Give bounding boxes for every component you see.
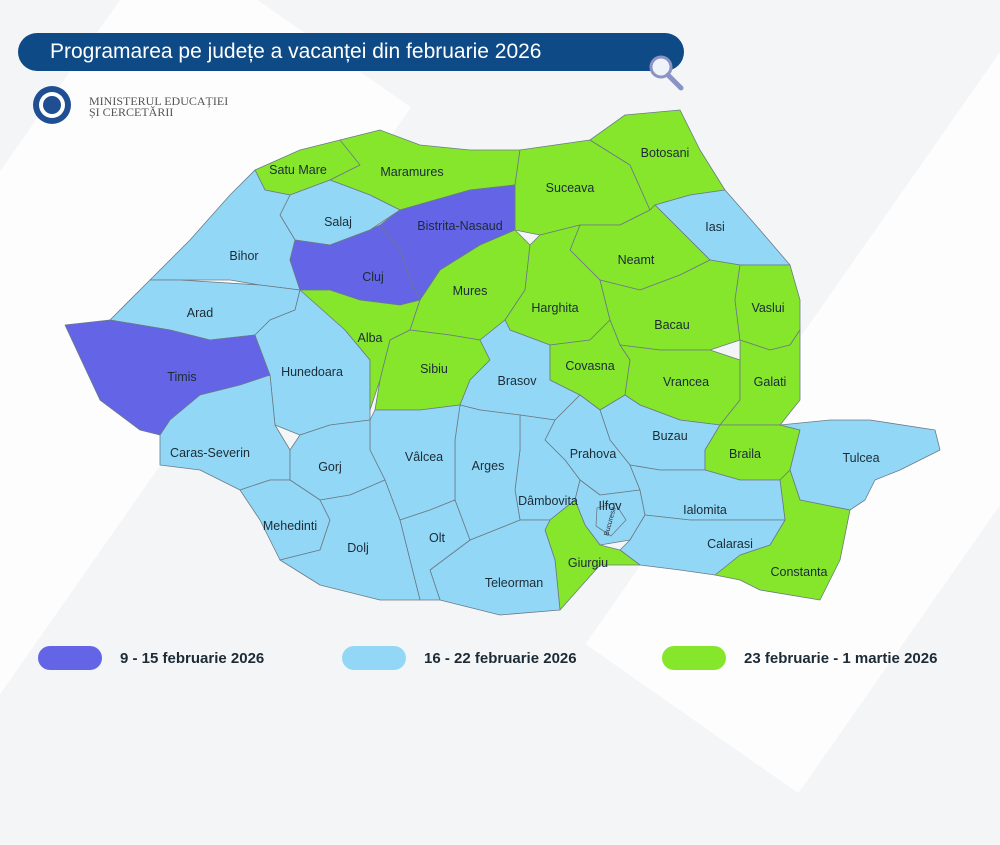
legend-label: 16 - 22 februarie 2026 — [424, 649, 577, 667]
ministry-name: MINISTERUL EDUCAȚIEI ȘI CERCETĂRII — [89, 94, 229, 119]
county-bucuresti — [595, 502, 627, 537]
county-label-dolj: Dolj — [347, 541, 369, 555]
county-dolj — [279, 479, 421, 601]
county-label-olt: Olt — [429, 531, 446, 545]
county-label-harghita: Harghita — [531, 301, 578, 315]
county-label-bacau: Bacau — [654, 318, 689, 332]
ministry-line1: MINISTERUL EDUCAȚIEI — [89, 94, 229, 108]
legend-item-group2: 16 - 22 februarie 2026 — [342, 646, 577, 670]
legend-swatch — [662, 646, 726, 670]
county-calarasi — [619, 514, 786, 576]
county-label-buzau: Buzau — [652, 429, 687, 443]
county-label-cluj: Cluj — [362, 270, 384, 284]
county-label-valcea: Vâlcea — [405, 450, 443, 464]
county-label-mures: Mures — [453, 284, 488, 298]
county-label-timis: Timis — [167, 370, 196, 384]
county-label-covasna: Covasna — [565, 359, 614, 373]
county-label-sibiu: Sibiu — [420, 362, 448, 376]
county-label-vrancea: Vrancea — [663, 375, 709, 389]
county-galati — [719, 329, 801, 426]
county-label-constanta: Constanta — [771, 565, 828, 579]
county-label-ilfov: Ilfov — [599, 499, 623, 513]
county-label-vaslui: Vaslui — [751, 301, 784, 315]
county-label-bistrita: Bistrita-Nasaud — [417, 219, 502, 233]
county-label-hunedoara: Hunedoara — [281, 365, 343, 379]
county-label-maramures: Maramures — [380, 165, 443, 179]
county-label-prahova: Prahova — [570, 447, 617, 461]
legend-label: 9 - 15 februarie 2026 — [120, 649, 265, 667]
county-label-arad: Arad — [187, 306, 213, 320]
county-label-botosani: Botosani — [641, 146, 690, 160]
county-label-alba: Alba — [357, 331, 382, 345]
county-label-tulcea: Tulcea — [842, 451, 879, 465]
county-label-teleorman: Teleorman — [485, 576, 543, 590]
county-label-braila: Braila — [729, 447, 761, 461]
county-label-calarasi: Calarasi — [707, 537, 753, 551]
government-logo — [33, 86, 71, 124]
county-label-neamt: Neamt — [618, 253, 655, 267]
legend-item-group3: 23 februarie - 1 martie 2026 — [662, 646, 937, 670]
county-label-iasi: Iasi — [705, 220, 724, 234]
county-label-brasov: Brasov — [498, 374, 538, 388]
county-label-dambovita: Dâmbovita — [518, 494, 578, 508]
romania-map: Satu Mare Maramures Salaj Bihor Bistrita-Nas… — [64, 109, 941, 616]
search-icon — [649, 55, 684, 91]
county-label-satu-mare: Satu Mare — [269, 163, 327, 177]
county-label-caras: Caras-Severin — [170, 446, 250, 460]
county-tulcea — [779, 419, 941, 511]
county-label-mehedinti: Mehedinti — [263, 519, 317, 533]
ministry-line2: ȘI CERCETĂRII — [89, 105, 174, 119]
county-label-bihor: Bihor — [229, 249, 258, 263]
county-label-giurgiu: Giurgiu — [568, 556, 608, 570]
legend-item-group1: 9 - 15 februarie 2026 — [38, 646, 264, 670]
legend-label: 23 februarie - 1 martie 2026 — [744, 649, 938, 667]
county-label-suceava: Suceava — [546, 181, 595, 195]
page-title: Programarea pe județe a vacanței din feb… — [18, 33, 684, 71]
county-label-galati: Galati — [754, 375, 787, 389]
legend-swatch — [38, 646, 102, 670]
legend-swatch — [342, 646, 406, 670]
county-label-gorj: Gorj — [318, 460, 342, 474]
county-label-ialomita: Ialomita — [683, 503, 727, 517]
county-label-arges: Arges — [472, 459, 505, 473]
county-label-salaj: Salaj — [324, 215, 352, 229]
